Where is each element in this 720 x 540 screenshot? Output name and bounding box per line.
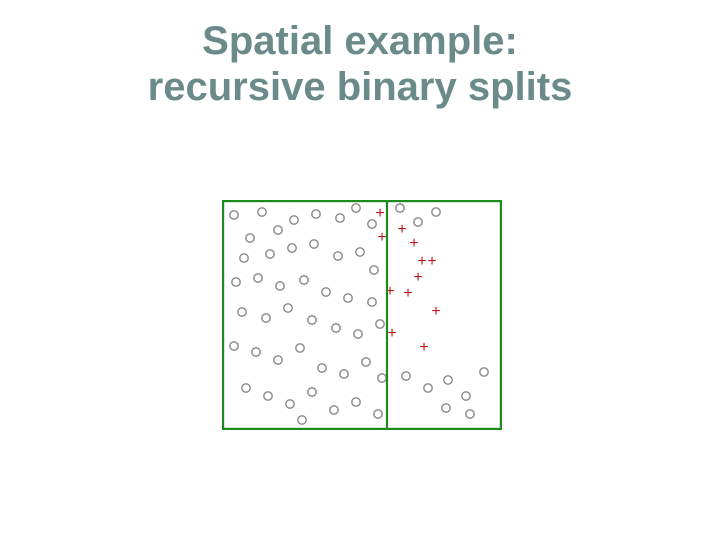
slide: Spatial example: recursive binary splits… <box>0 0 720 540</box>
svg-text:+: + <box>413 269 422 286</box>
svg-text:+: + <box>431 303 440 320</box>
svg-text:+: + <box>417 253 426 270</box>
svg-text:+: + <box>375 205 384 222</box>
svg-text:+: + <box>409 235 418 252</box>
svg-text:+: + <box>397 221 406 238</box>
svg-text:+: + <box>387 325 396 342</box>
scatter-diagram: ++++++++++++ <box>222 200 502 430</box>
slide-title: Spatial example: recursive binary splits <box>0 18 720 110</box>
svg-text:+: + <box>419 339 428 356</box>
svg-text:+: + <box>427 253 436 270</box>
svg-text:+: + <box>403 285 412 302</box>
scatter-svg: ++++++++++++ <box>222 200 502 430</box>
svg-text:+: + <box>377 229 386 246</box>
